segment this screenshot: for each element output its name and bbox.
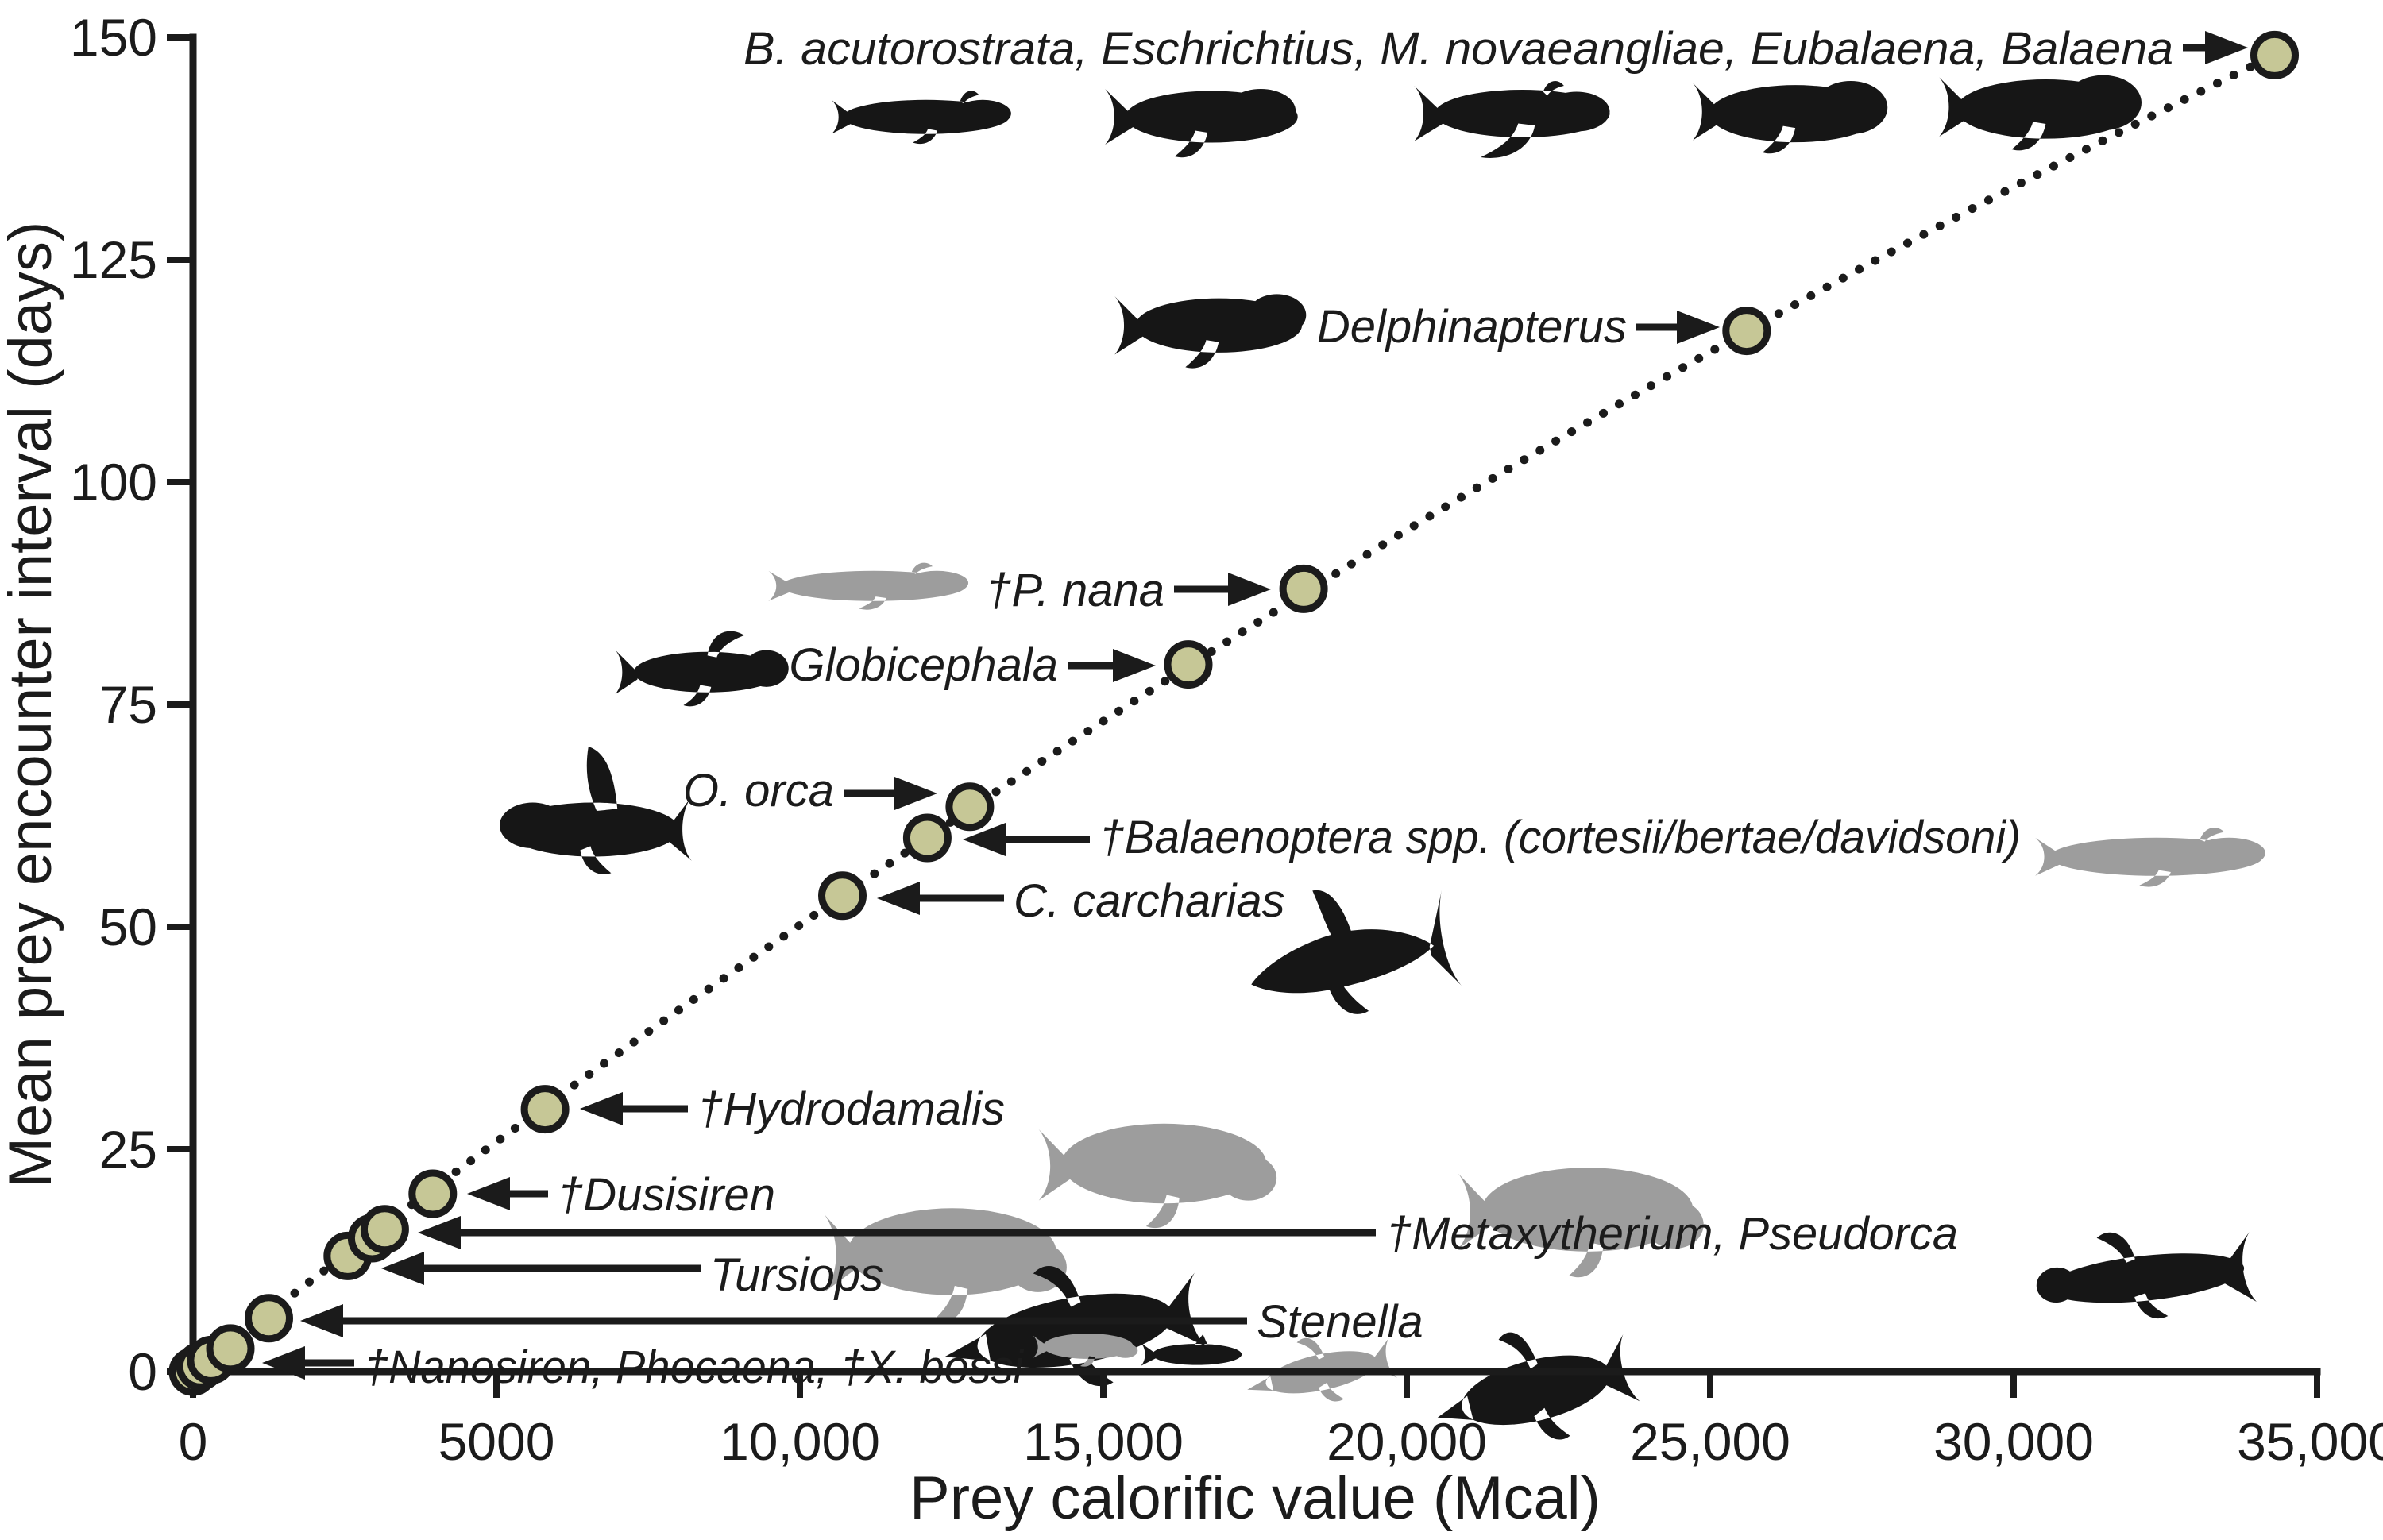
x-tick-label: 10,000 bbox=[720, 1412, 880, 1471]
gray-whale-icon bbox=[1105, 89, 1298, 158]
c-carcharias-label-arrow-head bbox=[877, 882, 920, 915]
globicephala-label: Globicephala bbox=[789, 639, 1058, 691]
spinner-dolphin-icon bbox=[1437, 1332, 1640, 1440]
fossil-rorqual-icon bbox=[2035, 827, 2265, 887]
right-whale-icon bbox=[1693, 81, 1888, 154]
annotations: B. acutorostrata, Eschrichtius, M. novae… bbox=[262, 23, 2248, 1393]
nanosiren-label: †Nanosiren, Phocaena, †X. bossi bbox=[364, 1341, 1025, 1393]
delphinapterus-label-arrow-head bbox=[1677, 311, 1720, 344]
dusisiren-label: †Dusisiren bbox=[558, 1169, 775, 1221]
balaenoptera-label: †Balaenoptera spp. (cortesii/bertae/davi… bbox=[1099, 812, 2021, 863]
dusisiren-label-arrow-head bbox=[467, 1177, 510, 1210]
humpback-whale-icon bbox=[1414, 81, 1610, 158]
dusisiren-sea-cow-icon bbox=[824, 1208, 1067, 1322]
y-tick-label: 50 bbox=[99, 897, 157, 956]
dotted-trendline-path bbox=[188, 52, 2277, 1376]
data-point bbox=[945, 782, 995, 832]
minke-whale-icon bbox=[831, 91, 1011, 145]
x-tick-label: 25,000 bbox=[1630, 1412, 1790, 1471]
y-tick-label: 100 bbox=[70, 453, 157, 511]
tursiops-label: Tursiops bbox=[710, 1249, 883, 1301]
data-point bbox=[245, 1294, 293, 1343]
o-orca-label-arrow-head bbox=[894, 777, 937, 810]
bottlenose-dolphin-icon bbox=[944, 1266, 1208, 1387]
y-axis-ticks: 0 25 50 75 100 125 150 bbox=[70, 8, 193, 1401]
metaxytherium-label: †Metaxytherium, Pseudorca bbox=[1386, 1208, 1958, 1260]
metaxytherium-label-arrow-head bbox=[418, 1216, 461, 1249]
data-point bbox=[902, 813, 952, 863]
killer-whale-icon bbox=[500, 747, 692, 874]
x-tick-label: 30,000 bbox=[1933, 1412, 2094, 1471]
species-silhouettes bbox=[500, 75, 2265, 1440]
x-tick-label: 5000 bbox=[438, 1412, 555, 1471]
data-point bbox=[1722, 307, 1771, 356]
p-nana-label: †P. nana bbox=[986, 565, 1164, 616]
y-axis-title: Mean prey encounter interval (days) bbox=[0, 222, 64, 1188]
x-tick-label: 35,000 bbox=[2237, 1412, 2383, 1471]
data-point bbox=[818, 871, 867, 921]
delphinapterus-label: Delphinapterus bbox=[1317, 301, 1627, 353]
balaenoptera-label-arrow-head bbox=[963, 823, 1006, 856]
whales-label-arrow-head bbox=[2205, 31, 2248, 64]
harbor-porpoise-icon bbox=[1140, 1334, 1242, 1366]
x-axis-title: Prey calorific value (Mcal) bbox=[910, 1465, 1601, 1532]
stenella-label: Stenella bbox=[1257, 1296, 1423, 1348]
data-point bbox=[1164, 640, 1213, 689]
metaxytherium-sea-cow-icon bbox=[1458, 1168, 1704, 1278]
x-axis-ticks: 0 5000 10,000 15,000 20,000 25,000 30,000 35,00… bbox=[179, 1372, 2383, 1471]
y-tick-label: 25 bbox=[99, 1120, 157, 1179]
p-nana-label-arrow-head bbox=[1228, 573, 1271, 606]
tursiops-label-arrow-head bbox=[381, 1252, 424, 1285]
nanosiren-label-arrow-head bbox=[262, 1346, 305, 1380]
o-orca-label: O. orca bbox=[683, 765, 834, 816]
data-points bbox=[168, 30, 2299, 1396]
stenella-label-arrow-head bbox=[300, 1304, 343, 1337]
nanosiren-sea-cow-icon bbox=[1033, 1334, 1138, 1367]
data-point bbox=[360, 1205, 409, 1254]
data-point bbox=[1279, 564, 1328, 613]
y-tick-label: 150 bbox=[70, 8, 157, 67]
pygmy-right-whale-icon bbox=[768, 562, 969, 610]
c-carcharias-label: C. carcharias bbox=[1014, 875, 1285, 927]
data-point bbox=[206, 1324, 255, 1373]
x-tick-label: 20,000 bbox=[1327, 1412, 1487, 1471]
pilot-whale-icon bbox=[615, 631, 789, 707]
beluga-icon bbox=[1114, 294, 1307, 369]
globicephala-label-arrow-head bbox=[1113, 649, 1156, 682]
bowhead-whale-icon bbox=[1939, 75, 2142, 151]
false-killer-whale-icon bbox=[2036, 1232, 2257, 1319]
dotted-trendline bbox=[188, 52, 2277, 1376]
data-point bbox=[2250, 30, 2299, 79]
stellers-sea-cow-icon bbox=[1038, 1123, 1277, 1229]
y-tick-label: 0 bbox=[128, 1342, 157, 1401]
hydrodamalis-label: †Hydrodamalis bbox=[697, 1083, 1005, 1135]
whales-label: B. acutorostrata, Eschrichtius, M. novae… bbox=[743, 23, 2173, 75]
y-tick-label: 125 bbox=[70, 230, 157, 289]
x-tick-label: 15,000 bbox=[1023, 1412, 1184, 1471]
data-point bbox=[408, 1169, 458, 1218]
hydrodamalis-label-arrow-head bbox=[580, 1092, 623, 1125]
data-point bbox=[520, 1085, 570, 1134]
y-tick-label: 75 bbox=[99, 675, 157, 734]
x-tick-label: 0 bbox=[179, 1412, 208, 1471]
great-white-shark-icon bbox=[1251, 890, 1462, 1014]
